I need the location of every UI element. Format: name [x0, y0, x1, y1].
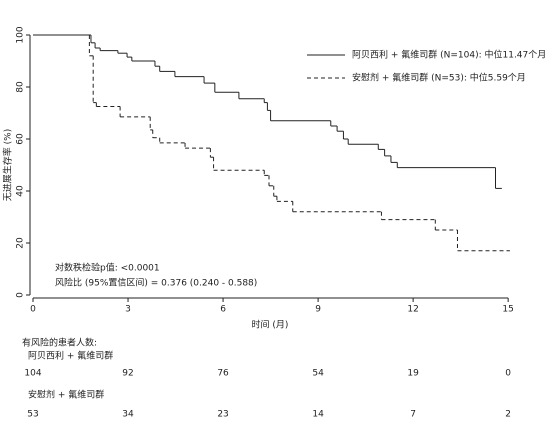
x-tick-label: 3 — [125, 305, 131, 315]
y-tick-label: 100 — [16, 26, 26, 43]
risk-table-title: 有风险的患者人数: — [22, 337, 97, 349]
x-tick-label: 0 — [30, 305, 36, 315]
risk-count: 14 — [312, 410, 324, 420]
x-tick-label: 6 — [220, 305, 226, 315]
y-tick-label: 80 — [16, 81, 26, 93]
risk-count: 19 — [407, 369, 419, 379]
y-tick-label: 20 — [16, 237, 26, 249]
x-tick-label: 12 — [407, 305, 418, 315]
annotation: 对数秩检验p值: <0.0001 — [55, 262, 160, 274]
risk-group-name: 安慰剂 + 氟维司群 — [28, 389, 104, 401]
legend-label: 安慰剂 + 氟维司群 (N=53): 中位5.59个月 — [352, 72, 526, 84]
risk-group-name: 阿贝西利 + 氟维司群 — [28, 350, 113, 362]
risk-count: 0 — [505, 369, 511, 379]
y-tick-label: 0 — [16, 292, 26, 298]
y-tick-label: 40 — [16, 185, 26, 197]
y-tick-label: 60 — [16, 133, 26, 145]
y-axis-label: 无进展生存率 (%) — [2, 129, 14, 201]
risk-count: 53 — [27, 410, 38, 420]
risk-count: 92 — [122, 369, 133, 379]
legend-label: 阿贝西利 + 氟维司群 (N=104): 中位11.47个月 — [352, 49, 546, 61]
risk-count: 76 — [217, 369, 229, 379]
risk-count: 54 — [312, 369, 324, 379]
risk-count: 2 — [505, 410, 511, 420]
risk-count: 7 — [410, 410, 416, 420]
annotation: 风险比 (95%置信区间) = 0.376 (0.240 - 0.588) — [55, 277, 257, 289]
x-tick-label: 9 — [315, 305, 321, 315]
risk-count: 23 — [217, 410, 228, 420]
risk-count: 34 — [122, 410, 134, 420]
risk-count: 104 — [24, 369, 41, 379]
x-tick-label: 15 — [502, 305, 513, 315]
x-axis-label: 时间 (月) — [252, 319, 289, 331]
